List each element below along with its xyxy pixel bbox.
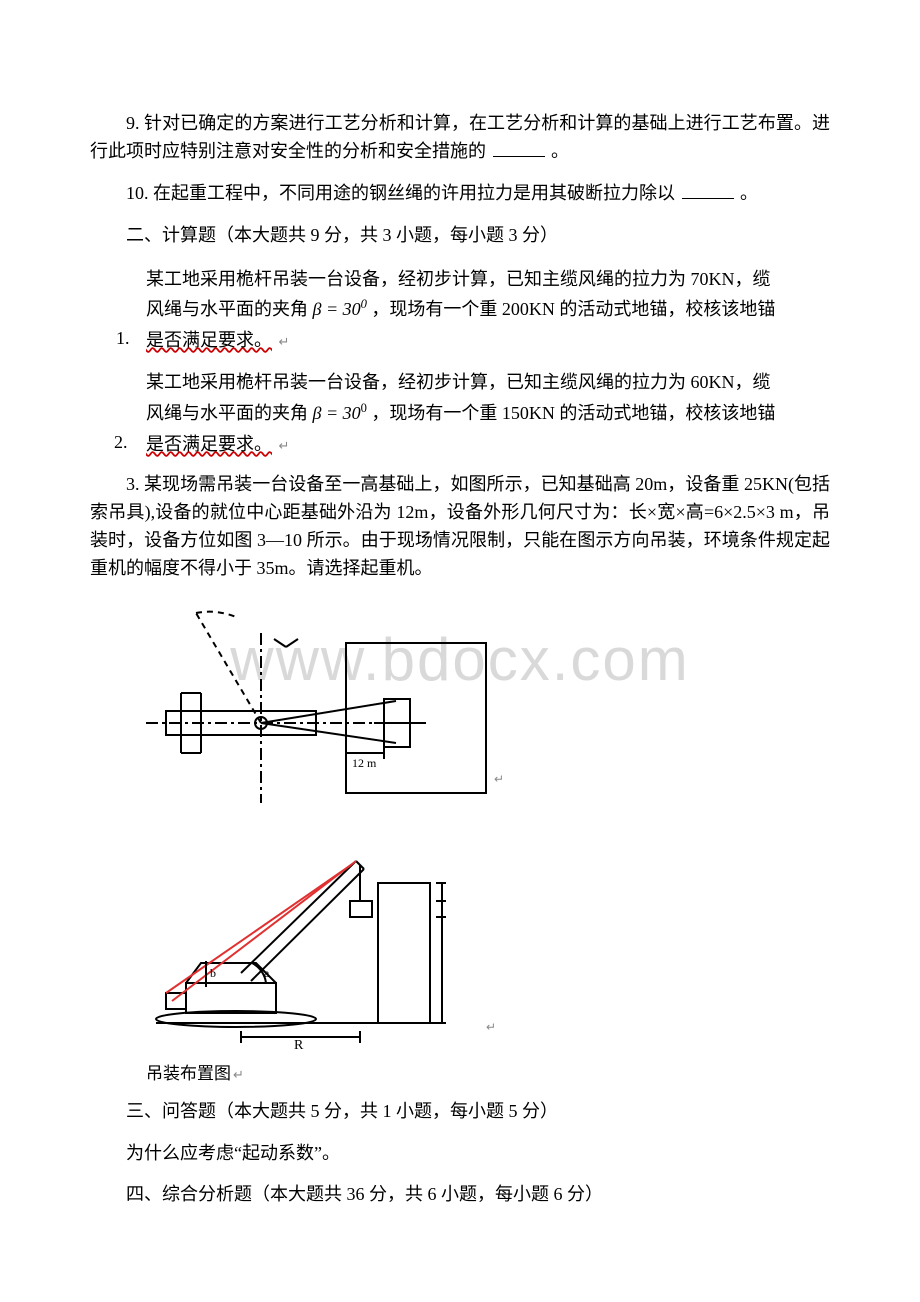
q9-text-b: 。 — [551, 141, 569, 161]
calc-q1-line3: 是否满足要求。 ↵ — [146, 325, 830, 356]
section-2-heading: 二、计算题（本大题共 9 分，共 3 小题，每小题 3 分） — [90, 222, 830, 250]
blank-fill — [493, 139, 545, 157]
label-b: b — [210, 966, 216, 980]
calc-q1-line2: 风绳与水平面的夹角 β = 300 ，现场有一个重 200KN 的活动式地锚，校… — [146, 294, 830, 325]
section-3-q1: 为什么应考虑“起动系数”。 — [90, 1140, 830, 1168]
q9-text-a: 9. 针对已确定的方案进行工艺分析和计算，在工艺分析和计算的基础上进行工艺布置。… — [90, 113, 830, 161]
beta-expr: β = 300 — [313, 299, 367, 319]
return-glyph: ↵ — [279, 334, 290, 349]
calc-q2-line2: 风绳与水平面的夹角 β = 300 ，现场有一个重 150KN 的活动式地锚，校… — [146, 398, 830, 429]
calc-q1-line1: 某工地采用桅杆吊装一台设备，经初步计算，已知主缆风绳的拉力为 70KN，缆 — [146, 264, 830, 295]
blank-fill — [682, 181, 734, 199]
calc-q2-l2b: ，现场有一个重 150KN 的活动式地锚，校核该地锚 — [371, 403, 775, 423]
section-4-heading: 四、综合分析题（本大题共 36 分，共 6 小题，每小题 6 分） — [90, 1181, 830, 1209]
calc-q1: 某工地采用桅杆吊装一台设备，经初步计算，已知主缆风绳的拉力为 70KN，缆 风绳… — [146, 264, 830, 356]
return-glyph: ↵ — [279, 438, 290, 453]
calc-q2-line1: 某工地采用桅杆吊装一台设备，经初步计算，已知主缆风绳的拉力为 60KN，缆 — [146, 367, 830, 398]
q10-text-a: 10. 在起重工程中，不同用途的钢丝绳的许用拉力是用其破断拉力除以 — [126, 183, 675, 203]
figure-elevation-view: R a b ↵ — [146, 843, 830, 1053]
section-3-heading: 三、问答题（本大题共 5 分，共 1 小题，每小题 5 分） — [90, 1098, 830, 1126]
beta-sup: 0 — [361, 297, 367, 311]
plan-diagram-svg: 12 m ↵ — [146, 603, 506, 823]
calc-q1-l2b: ，现场有一个重 200KN 的活动式地锚，校核该地锚 — [371, 299, 775, 319]
label-a: a — [264, 966, 270, 980]
beta-expr: β = 300 — [313, 403, 367, 423]
page-content: 9. 针对已确定的方案进行工艺分析和计算，在工艺分析和计算的基础上进行工艺布置。… — [90, 110, 830, 1209]
beta-eq: β = 30 — [313, 299, 361, 319]
calc-q3: 3. 某现场需吊装一台设备至一高基础上，如图所示，已知基础高 20m，设备重 2… — [90, 471, 830, 583]
beta-eq: β = 30 — [313, 403, 361, 423]
calc-q1-l2a: 风绳与水平面的夹角 — [146, 299, 308, 319]
return-glyph: ↵ — [494, 772, 504, 786]
question-9: 9. 针对已确定的方案进行工艺分析和计算，在工艺分析和计算的基础上进行工艺布置。… — [90, 110, 830, 166]
question-10: 10. 在起重工程中，不同用途的钢丝绳的许用拉力是用其破断拉力除以 。 — [90, 180, 830, 208]
calc-q1-number: 1. — [116, 323, 130, 354]
return-glyph: ↵ — [233, 1067, 244, 1082]
beta-sup: 0 — [361, 401, 367, 415]
wavy-text: 是否满足要求。 — [146, 330, 272, 350]
calc-q2-number: 2. — [114, 427, 128, 458]
elevation-diagram-svg: R a b ↵ — [146, 843, 506, 1053]
calc-q2-line3: 是否满足要求。 ↵ — [146, 429, 830, 460]
calc-q2-l2a: 风绳与水平面的夹角 — [146, 403, 308, 423]
q10-text-b: 。 — [740, 183, 758, 203]
figure-caption: 吊装布置图↵ — [146, 1059, 830, 1084]
label-12m: 12 m — [352, 756, 377, 770]
calc-q2: 某工地采用桅杆吊装一台设备，经初步计算，已知主缆风绳的拉力为 60KN，缆 风绳… — [146, 367, 830, 459]
caption-text: 吊装布置图 — [146, 1064, 231, 1083]
figure-plan-view: 12 m ↵ — [146, 603, 830, 823]
return-glyph: ↵ — [486, 1020, 496, 1034]
wavy-text: 是否满足要求。 — [146, 434, 272, 454]
label-R: R — [294, 1038, 304, 1053]
